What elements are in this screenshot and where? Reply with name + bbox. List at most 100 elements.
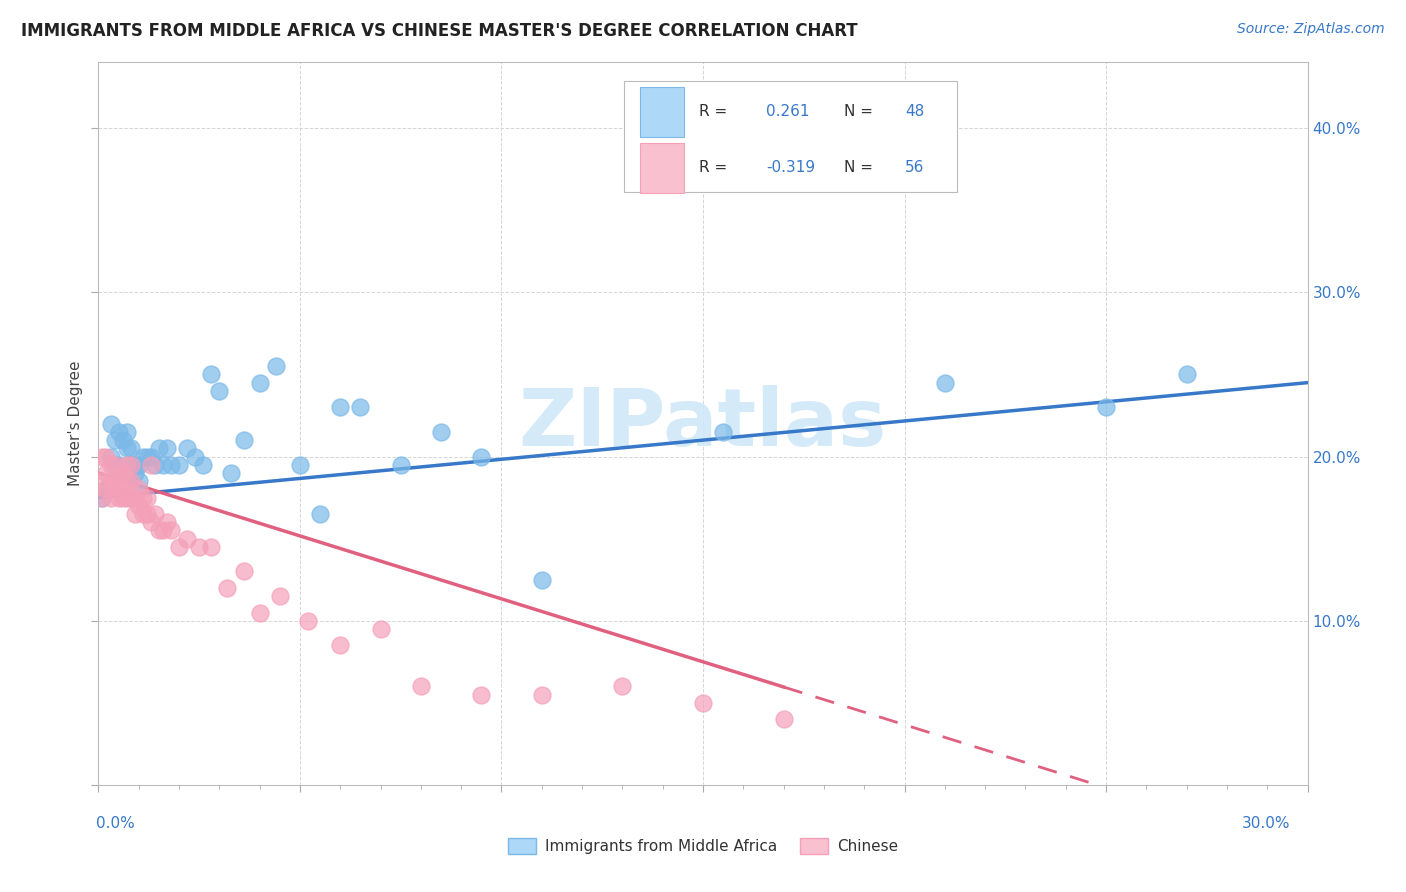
Point (139, 450, 162, 464)
Point (176, 532, 198, 546)
Point (115, 491, 138, 505)
Point (103, 474, 125, 488)
Text: 48: 48 (905, 104, 924, 120)
Point (176, 442, 198, 456)
Point (107, 458, 129, 472)
Point (167, 540, 190, 554)
Point (221, 466, 243, 480)
Point (156, 515, 179, 529)
Point (232, 565, 254, 579)
Point (156, 442, 179, 456)
Point (103, 458, 125, 472)
Point (692, 696, 714, 710)
Point (120, 458, 142, 472)
Point (612, 680, 634, 694)
Point (124, 466, 146, 480)
Point (91, 491, 114, 505)
Point (934, 376, 956, 390)
Point (100, 417, 122, 431)
Point (329, 401, 352, 415)
Point (96, 466, 118, 480)
Point (349, 401, 371, 415)
Text: 30.0%: 30.0% (1243, 816, 1291, 831)
Point (111, 433, 134, 447)
Point (184, 450, 207, 464)
Text: 0.0%: 0.0% (96, 816, 135, 831)
Point (111, 474, 134, 488)
Point (124, 491, 146, 505)
FancyBboxPatch shape (624, 80, 957, 193)
Text: R =: R = (699, 161, 733, 176)
Point (107, 425, 129, 439)
Point (120, 474, 142, 488)
Point (772, 712, 794, 726)
Point (167, 458, 190, 472)
Point (139, 515, 162, 529)
Point (148, 524, 170, 538)
FancyBboxPatch shape (640, 143, 683, 193)
Point (193, 458, 215, 472)
Point (430, 425, 453, 439)
Point (288, 458, 311, 472)
Point (1095, 401, 1118, 415)
Point (96, 483, 118, 497)
Point (103, 458, 125, 472)
Point (111, 466, 134, 480)
Point (91, 491, 114, 505)
Point (100, 450, 122, 464)
Point (143, 458, 166, 472)
Point (470, 688, 492, 702)
Point (711, 425, 734, 439)
Point (152, 524, 174, 538)
FancyBboxPatch shape (640, 87, 683, 136)
Point (107, 483, 129, 497)
Point (329, 639, 352, 653)
Point (120, 458, 142, 472)
Point (120, 491, 142, 505)
Point (115, 474, 138, 488)
Point (111, 483, 134, 497)
Point (530, 688, 553, 702)
Text: 0.261: 0.261 (766, 104, 810, 120)
Point (208, 384, 231, 398)
Point (100, 474, 122, 488)
Point (103, 433, 125, 447)
Point (135, 450, 157, 464)
Text: IMMIGRANTS FROM MIDDLE AFRICA VS CHINESE MASTER'S DEGREE CORRELATION CHART: IMMIGRANTS FROM MIDDLE AFRICA VS CHINESE… (21, 22, 858, 40)
Point (188, 540, 211, 554)
Text: N =: N = (845, 104, 879, 120)
Point (107, 466, 129, 480)
Point (139, 458, 162, 472)
Point (128, 474, 150, 488)
Point (128, 458, 150, 472)
Text: 56: 56 (905, 161, 924, 176)
Point (217, 581, 239, 595)
Point (249, 606, 271, 620)
Text: R =: R = (699, 104, 733, 120)
Point (143, 507, 166, 521)
Point (132, 450, 155, 464)
Point (100, 491, 122, 505)
Point (96, 483, 118, 497)
Point (269, 589, 291, 603)
Point (100, 458, 122, 472)
Point (309, 507, 332, 521)
Point (132, 507, 155, 521)
Point (91, 474, 114, 488)
Point (160, 524, 183, 538)
Point (370, 622, 392, 636)
Point (91, 450, 114, 464)
Point (96, 450, 118, 464)
Point (200, 368, 222, 382)
Point (135, 491, 157, 505)
Point (132, 491, 155, 505)
Y-axis label: Master's Degree: Master's Degree (67, 361, 83, 486)
Legend: Immigrants from Middle Africa, Chinese: Immigrants from Middle Africa, Chinese (502, 832, 904, 861)
Point (297, 614, 319, 628)
Text: Source: ZipAtlas.com: Source: ZipAtlas.com (1237, 22, 1385, 37)
Point (120, 442, 142, 456)
Point (232, 433, 254, 447)
Point (409, 680, 432, 694)
Point (200, 540, 222, 554)
Point (264, 359, 287, 374)
